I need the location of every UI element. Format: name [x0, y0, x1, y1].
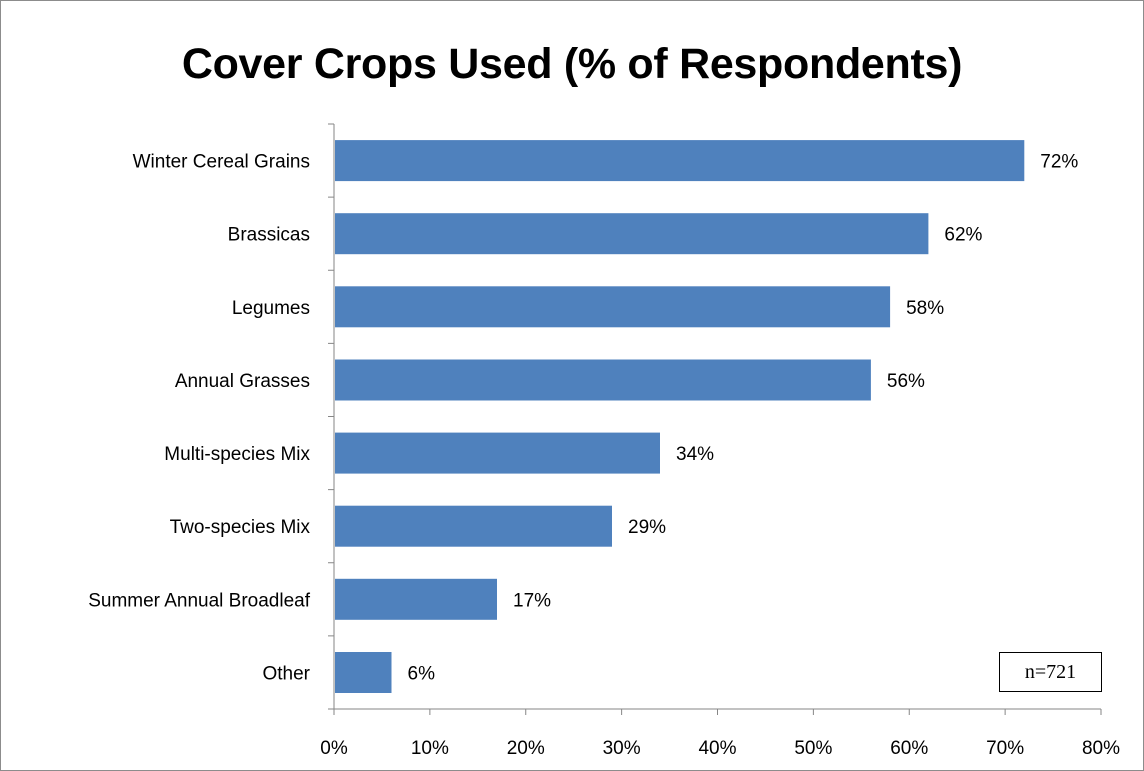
- category-label-legumes: Legumes: [232, 298, 310, 319]
- sample-size-annotation: n=721: [999, 652, 1102, 692]
- data-label-annual-grasses: 56%: [887, 371, 925, 392]
- category-label-winter-cereal-grains: Winter Cereal Grains: [133, 152, 310, 173]
- bar-multi-species-mix: [335, 432, 660, 474]
- bar-winter-cereal-grains: [335, 140, 1025, 182]
- category-label-brassicas: Brassicas: [228, 225, 310, 246]
- bar-summer-annual-broadleaf: [335, 578, 497, 620]
- bar-annual-grasses: [335, 359, 871, 401]
- category-label-multi-species-mix: Multi-species Mix: [164, 444, 310, 465]
- x-tick-label: 30%: [603, 738, 641, 759]
- category-label-summer-annual-broadleaf: Summer Annual Broadleaf: [88, 590, 311, 611]
- chart-title: Cover Crops Used (% of Respondents): [181, 40, 963, 88]
- category-label-other: Other: [262, 663, 310, 684]
- x-tick-label: 70%: [986, 738, 1024, 759]
- data-label-other: 6%: [408, 663, 436, 684]
- bar-legumes: [335, 286, 891, 328]
- x-tick-label: 40%: [698, 738, 736, 759]
- category-label-two-species-mix: Two-species Mix: [170, 517, 311, 538]
- x-tick-label: 80%: [1082, 738, 1120, 759]
- x-tick-label: 10%: [411, 738, 449, 759]
- bar-two-species-mix: [335, 505, 612, 547]
- category-label-annual-grasses: Annual Grasses: [175, 371, 310, 392]
- data-label-winter-cereal-grains: 72%: [1040, 152, 1078, 173]
- data-label-multi-species-mix: 34%: [676, 444, 714, 465]
- data-label-brassicas: 62%: [944, 225, 982, 246]
- x-tick-label: 60%: [890, 738, 928, 759]
- x-tick-label: 20%: [507, 738, 545, 759]
- data-label-two-species-mix: 29%: [628, 517, 666, 538]
- data-label-legumes: 58%: [906, 298, 944, 319]
- bar-other: [335, 652, 392, 693]
- bar-brassicas: [335, 213, 929, 255]
- data-label-summer-annual-broadleaf: 17%: [513, 590, 551, 611]
- x-tick-label: 50%: [794, 738, 832, 759]
- x-tick-label: 0%: [320, 738, 348, 759]
